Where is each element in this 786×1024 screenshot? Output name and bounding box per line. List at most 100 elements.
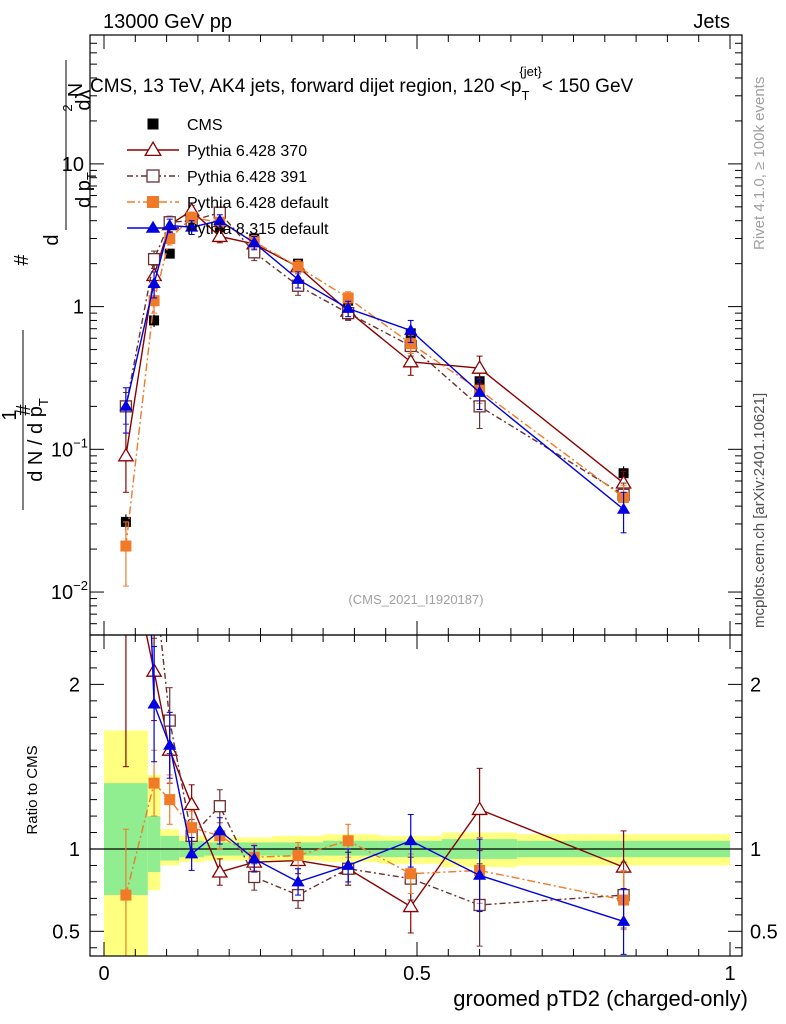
ratio-point <box>471 801 488 816</box>
analysis-id: (CMS_2021_I1920187) <box>348 592 483 607</box>
ratio-y-tick-label: 0.5 <box>52 921 80 943</box>
data-point <box>149 315 160 326</box>
legend-entry: Pythia 8.315 default <box>127 220 329 238</box>
data-point <box>404 323 418 335</box>
series-pythia-6-428-default <box>120 211 630 587</box>
data-point <box>164 233 176 245</box>
legend: CMS Pythia 6.428 370 Pythia 6.428 391 Pythi… <box>127 117 329 238</box>
legend-marker <box>145 220 161 233</box>
data-point <box>163 218 177 230</box>
ratio-point <box>213 800 226 813</box>
ylabel-d: d <box>41 234 63 245</box>
legend-label: Pythia 6.428 default <box>187 195 329 212</box>
legend-label: CMS <box>187 117 223 134</box>
legend-entry: Pythia 6.428 391 <box>127 169 307 186</box>
ylabel-dlambda: dλ <box>73 89 95 110</box>
legend-marker <box>146 169 160 183</box>
ratio-y-tick-label: 2 <box>69 674 80 696</box>
ylabel-hash2: # <box>11 254 33 266</box>
data-point <box>213 214 227 226</box>
ratio-point <box>616 914 631 926</box>
data-point <box>247 236 261 248</box>
ratio-frame <box>89 634 743 957</box>
ratio-y-tick-label-right: 0.5 <box>750 921 778 943</box>
ylabel-n: N <box>65 83 87 97</box>
data-point <box>185 220 199 232</box>
energy-label: 13000 GeV pp <box>103 11 232 33</box>
legend-marker <box>144 140 162 157</box>
data-point <box>471 359 488 374</box>
stat-uncertainty-band <box>160 835 180 861</box>
ratio-series-pythia-6-428-391 <box>122 635 630 947</box>
data-point <box>405 338 417 350</box>
legend-marker <box>147 196 159 208</box>
series-line <box>125 209 625 484</box>
ratio-point <box>291 875 305 887</box>
data-point <box>292 261 304 273</box>
series-line <box>125 216 624 547</box>
y-tick-label: 10−1 <box>51 435 88 461</box>
ratio-y-tick-label-right: 2 <box>750 674 761 696</box>
ratio-point <box>473 868 487 880</box>
series-line <box>125 219 625 510</box>
data-point <box>473 385 487 397</box>
ratio-line <box>150 635 624 923</box>
ratio-point <box>186 822 198 834</box>
data-point <box>117 447 135 462</box>
ratio-point <box>248 870 261 884</box>
series-line <box>125 211 624 496</box>
ratio-point <box>183 796 200 811</box>
ylabel-two: 2 <box>60 104 75 111</box>
series-pythia-6-428-391 <box>119 206 630 510</box>
data-point <box>341 301 355 313</box>
plot-title: CMS, 13 TeV, AK4 jets, forward dijet reg… <box>90 64 634 103</box>
legend-entry: Pythia 6.428 370 <box>127 140 307 160</box>
data-point <box>186 212 198 224</box>
data-point <box>342 292 354 304</box>
ylabel-hash1: # <box>13 404 35 416</box>
jets-label: Jets <box>693 11 730 33</box>
ratio-point <box>211 863 229 878</box>
data-point <box>211 228 229 243</box>
data-point <box>119 399 133 411</box>
data-point <box>147 253 161 266</box>
legend-entry: CMS <box>147 117 223 134</box>
ratio-y-axis-label: Ratio to CMS <box>24 745 41 834</box>
ratio-series-pythia-8-315-default <box>122 635 631 955</box>
ratio-line <box>159 635 624 906</box>
legend-label: Pythia 6.428 391 <box>187 169 307 186</box>
ratio-point <box>120 889 132 901</box>
x-axis-label: groomed pTD2 (charged-only) <box>453 986 748 1011</box>
legend-label: Pythia 6.428 370 <box>187 143 307 160</box>
main-y-axis-label: # 1 d N / d pT # d N 2 d pT dλ <box>0 60 99 510</box>
stat-uncertainty-band <box>323 840 380 856</box>
ylabel-dndpt: d N / d pT <box>25 398 51 482</box>
data-point <box>616 502 631 514</box>
legend-entry: Pythia 6.428 default <box>127 195 329 212</box>
legend-label: Pythia 8.315 default <box>187 221 329 238</box>
ratio-point <box>163 738 177 750</box>
data-point <box>148 295 160 307</box>
legend-marker <box>147 118 159 130</box>
series-pythia-8-315-default <box>119 214 631 534</box>
ratio-point <box>185 847 199 859</box>
data-point <box>147 276 161 288</box>
data-point <box>120 540 132 552</box>
data-point <box>164 248 175 259</box>
ratio-point <box>147 697 161 709</box>
series-cms <box>120 220 629 531</box>
stat-uncertainty-band <box>147 816 161 873</box>
ylabel-dpt2: d pT <box>73 172 99 208</box>
ratio-y-tick-label: 1 <box>69 839 80 861</box>
ratio-point <box>405 868 417 880</box>
x-tick-label: 0.5 <box>403 963 431 985</box>
ratio-point <box>402 898 420 913</box>
ratio-point <box>292 850 304 862</box>
ratio-point <box>247 852 261 864</box>
ratio-point <box>342 835 354 847</box>
ratio-point <box>164 794 176 806</box>
y-tick-label: 10 <box>62 154 84 176</box>
y-tick-label: 1 <box>73 297 84 319</box>
mcplots-label: mcplots.cern.ch [arXiv:2401.10621] <box>751 393 768 628</box>
